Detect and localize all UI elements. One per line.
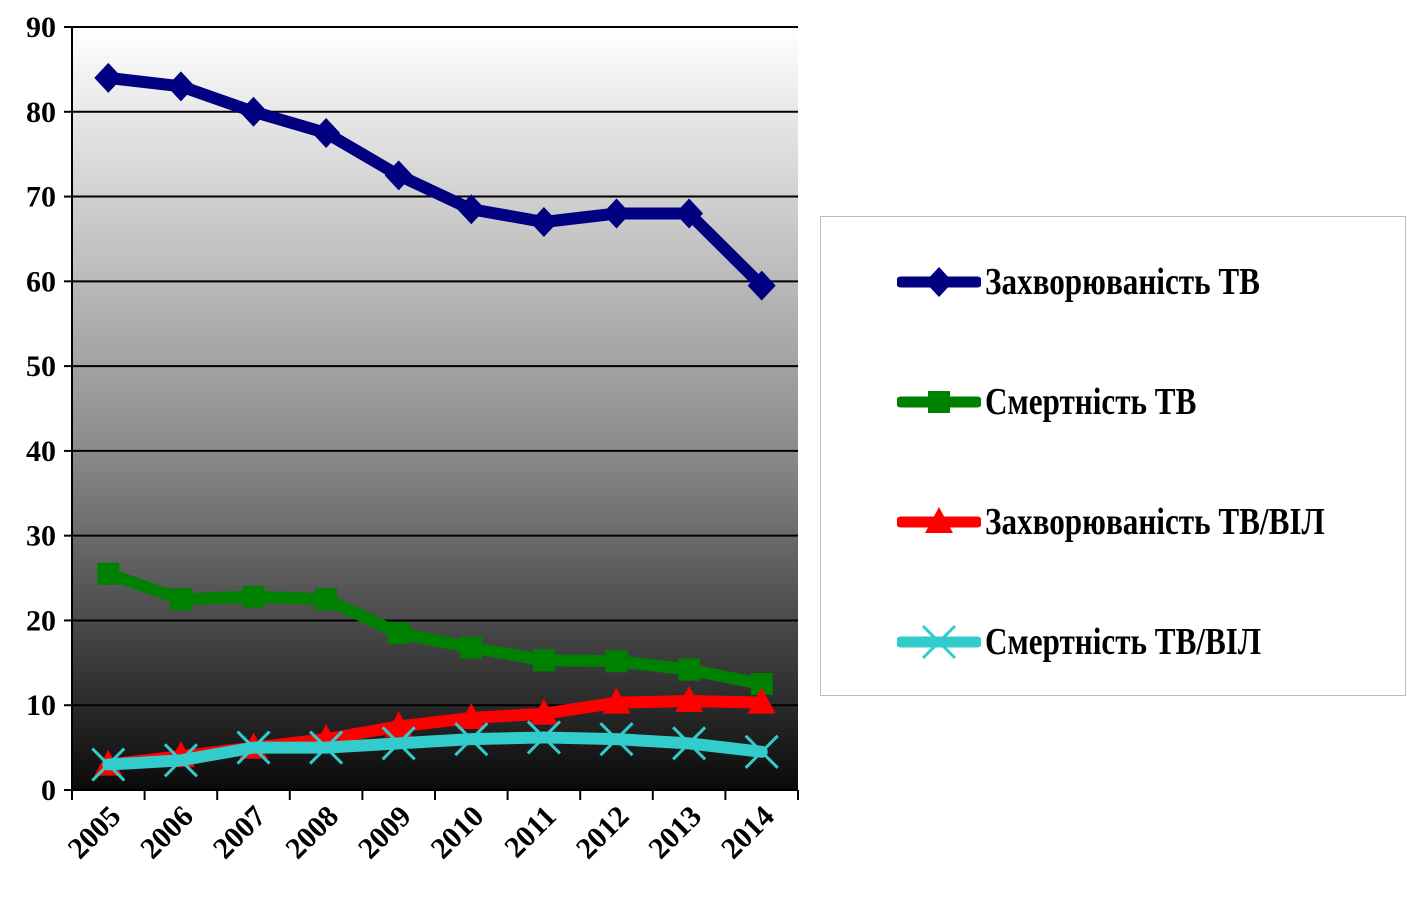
legend-item-incidence-tb: Захворюваність ТВ xyxy=(897,257,1320,307)
point-mortality-tb-hiv-2014 xyxy=(744,734,779,769)
point-incidence-tb-hiv-2012 xyxy=(602,687,631,714)
point-mortality-tb-2013 xyxy=(678,658,701,681)
x-tick-label-2011: 2011 xyxy=(498,800,563,865)
x-tick-label-2008: 2008 xyxy=(279,800,345,866)
legend: Захворюваність ТВ Смертність ТВ Захворюван… xyxy=(820,216,1406,696)
legend-item-incidence-tb-hiv: Захворюваність ТВ/ВІЛ xyxy=(897,497,1399,547)
point-mortality-tb-2014 xyxy=(750,673,773,696)
line-chart: 0 10 20 30 40 50 60 70 80 90 2005 2006 2007 2008 2009… xyxy=(26,11,799,866)
x-axis-ticks: 2005 2006 2007 2008 2009 2010 2011 2012 2013 2014 xyxy=(61,790,799,866)
point-incidence-tb-2005 xyxy=(94,62,123,93)
y-tick-label-80: 80 xyxy=(26,96,56,129)
series-line-mortality-tb xyxy=(102,567,768,691)
point-incidence-tb-2014 xyxy=(747,270,776,301)
point-mortality-tb-2009 xyxy=(387,622,410,645)
point-mortality-tb-2010 xyxy=(460,636,483,659)
y-tick-label-0: 0 xyxy=(41,774,56,807)
point-incidence-tb-hiv-2013 xyxy=(675,685,704,712)
legend-symbol-mortality-tb xyxy=(897,391,981,413)
series-mortality-tb-hiv xyxy=(91,720,779,782)
point-incidence-tb-2006 xyxy=(166,71,195,102)
legend-item-mortality-tb-hiv: Смертність ТВ/ВІЛ xyxy=(897,617,1322,667)
legend-label-incidence-tb-hiv: Захворюваність ТВ/ВІЛ xyxy=(985,501,1325,543)
point-mortality-tb-2007 xyxy=(242,585,265,608)
axes xyxy=(64,27,798,798)
point-mortality-tb-2012 xyxy=(605,650,628,673)
x-tick-label-2005: 2005 xyxy=(61,800,127,866)
point-incidence-tb-2007 xyxy=(239,96,268,127)
point-incidence-tb-hiv-2009 xyxy=(384,711,413,738)
series-line-mortality-tb-hiv xyxy=(102,731,768,771)
legend-label-mortality-tb-hiv: Смертність ТВ/ВІЛ xyxy=(985,621,1262,663)
legend-symbol-incidence-tb-hiv xyxy=(897,507,981,533)
series-layer xyxy=(91,62,779,782)
point-incidence-tb-2010 xyxy=(457,194,486,225)
series-line-incidence-tb xyxy=(102,71,768,292)
legend-symbol-mortality-tb-hiv xyxy=(897,624,981,660)
legend-label-mortality-tb: Смертність ТВ xyxy=(985,381,1197,423)
point-mortality-tb-2005 xyxy=(97,562,120,585)
point-incidence-tb-2012 xyxy=(602,198,631,229)
point-incidence-tb-hiv-2011 xyxy=(529,698,558,725)
point-incidence-tb-2013 xyxy=(675,198,704,229)
point-mortality-tb-hiv-2012 xyxy=(599,722,634,757)
legend-symbol-incidence-tb xyxy=(897,267,981,297)
y-tick-label-10: 10 xyxy=(26,689,56,722)
x-tick-label-2009: 2009 xyxy=(352,800,418,866)
legend-label-incidence-tb: Захворюваність ТВ xyxy=(985,261,1260,303)
y-axis-ticks: 0 10 20 30 40 50 60 70 80 90 xyxy=(26,11,72,807)
x-tick-label-2010: 2010 xyxy=(424,800,490,866)
x-tick-label-2014: 2014 xyxy=(715,800,781,866)
legend-item-mortality-tb: Смертність ТВ xyxy=(897,377,1243,427)
point-incidence-tb-hiv-2010 xyxy=(457,702,486,729)
x-tick-label-2013: 2013 xyxy=(642,800,708,866)
point-incidence-tb-2011 xyxy=(529,206,558,237)
point-mortality-tb-hiv-2006 xyxy=(163,743,198,778)
gridlines xyxy=(72,26,798,707)
y-tick-label-20: 20 xyxy=(26,604,56,637)
point-incidence-tb-2009 xyxy=(384,160,413,191)
point-mortality-tb-hiv-2011 xyxy=(526,720,561,755)
point-mortality-tb-hiv-2009 xyxy=(381,726,416,761)
series-mortality-tb xyxy=(97,562,773,696)
point-mortality-tb-2011 xyxy=(532,649,555,672)
point-incidence-tb-hiv-2014 xyxy=(747,687,776,714)
y-tick-label-60: 60 xyxy=(26,265,56,298)
legend-marker-mortality-tb xyxy=(928,391,950,413)
point-mortality-tb-hiv-2013 xyxy=(672,726,707,761)
point-mortality-tb-hiv-2007 xyxy=(236,730,271,765)
point-mortality-tb-hiv-2008 xyxy=(309,730,344,765)
legend-marker-incidence-tb xyxy=(925,267,953,297)
y-tick-label-70: 70 xyxy=(26,181,56,214)
point-mortality-tb-hiv-2005 xyxy=(91,747,126,782)
series-incidence-tb xyxy=(94,62,776,301)
x-tick-label-2007: 2007 xyxy=(207,800,273,866)
legend-marker-incidence-tb-hiv xyxy=(925,507,953,533)
y-tick-label-90: 90 xyxy=(26,11,56,44)
point-incidence-tb-2008 xyxy=(312,117,341,148)
point-mortality-tb-hiv-2010 xyxy=(454,722,489,757)
x-tick-label-2012: 2012 xyxy=(570,800,636,866)
legend-marker-mortality-tb-hiv xyxy=(921,624,957,660)
x-tick-label-2006: 2006 xyxy=(134,800,200,866)
y-tick-label-30: 30 xyxy=(26,520,56,553)
y-tick-label-40: 40 xyxy=(26,435,56,468)
point-mortality-tb-2006 xyxy=(169,588,192,611)
y-tick-label-50: 50 xyxy=(26,350,56,383)
point-mortality-tb-2008 xyxy=(315,588,338,611)
